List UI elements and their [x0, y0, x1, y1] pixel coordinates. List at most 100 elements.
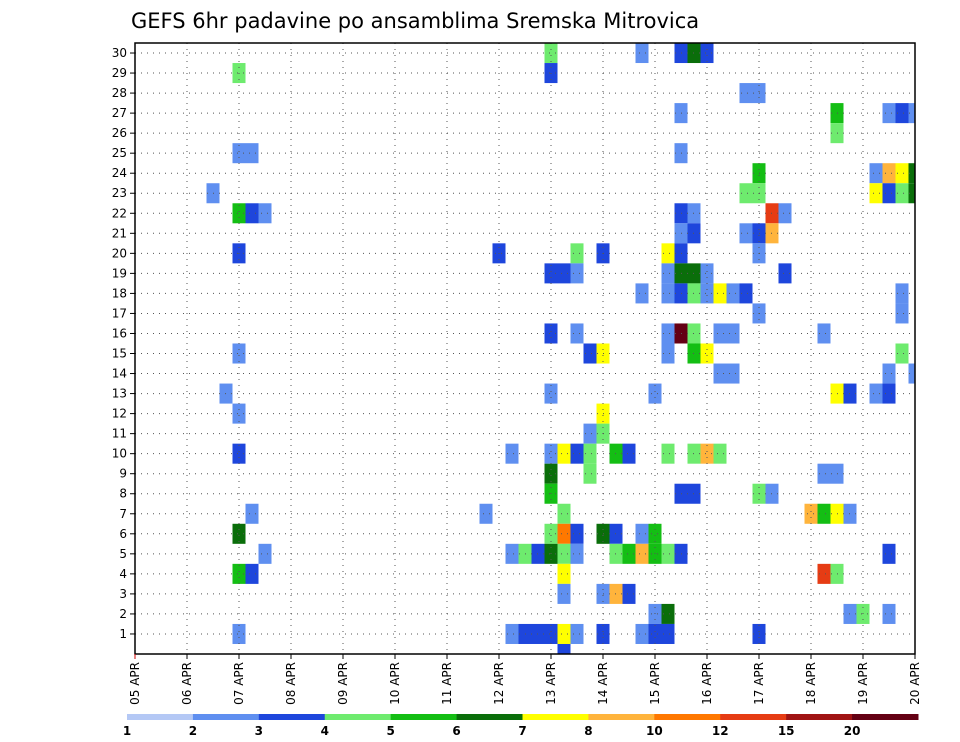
heatmap-cell	[700, 283, 714, 304]
heatmap-cell	[232, 563, 246, 584]
heatmap-cell	[895, 343, 909, 364]
heatmap-cell	[570, 543, 584, 564]
heatmap-cell	[739, 283, 753, 304]
heatmap-cell	[648, 523, 662, 544]
x-tick-label: 13 APR	[544, 662, 558, 705]
colorbar-swatch	[588, 714, 655, 720]
y-tick-label: 20	[112, 246, 127, 260]
y-tick-label: 9	[119, 467, 127, 481]
heatmap-cell	[557, 503, 571, 524]
x-tick-label: 20 APR	[908, 662, 922, 705]
heatmap-cell	[622, 543, 636, 564]
heatmap-cell	[570, 623, 584, 644]
heatmap-cell	[739, 183, 753, 204]
x-tick-label: 14 APR	[596, 662, 610, 705]
heatmap-cell	[895, 163, 909, 184]
y-tick-label: 15	[112, 347, 127, 361]
heatmap-cell	[700, 343, 714, 364]
y-tick-label: 21	[112, 226, 127, 240]
heatmap-cell	[635, 43, 649, 64]
heatmap-cell	[817, 323, 831, 344]
y-tick-label: 1	[119, 627, 127, 641]
heatmap-cell	[544, 623, 558, 644]
heatmap-cell	[557, 583, 571, 604]
heatmap-cell	[908, 163, 915, 184]
heatmap-cell	[583, 463, 597, 484]
x-tick-label: 17 APR	[752, 662, 766, 705]
heatmap-cell	[700, 263, 714, 284]
plot-frame	[134, 42, 916, 655]
heatmap-cell	[739, 223, 753, 244]
heatmap-cell	[882, 103, 896, 124]
y-tick-label: 27	[112, 106, 127, 120]
heatmap-cell	[245, 203, 259, 224]
x-tick-label: 06 APR	[180, 662, 194, 705]
colorbar-label: 1	[123, 724, 131, 738]
heatmap-cell	[882, 543, 896, 564]
heatmap-cell	[661, 543, 675, 564]
y-axis: 1234567891011121314151617181920212223242…	[112, 46, 135, 641]
heatmap-cell	[583, 443, 597, 464]
heatmap-cell	[895, 283, 909, 304]
x-tick-label: 16 APR	[700, 662, 714, 705]
heatmap-cell	[245, 143, 259, 164]
heatmap-cell	[479, 503, 493, 524]
heatmap-cells	[206, 43, 915, 654]
heatmap-cell	[882, 163, 896, 184]
colorbar-label: 4	[321, 724, 329, 738]
heatmap-cell	[622, 583, 636, 604]
heatmap-cell	[726, 283, 740, 304]
heatmap-cell	[232, 403, 246, 424]
x-tick-label: 08 APR	[284, 662, 298, 705]
heatmap-cell	[869, 383, 883, 404]
heatmap-cell	[544, 523, 558, 544]
heatmap-cell	[908, 103, 915, 124]
heatmap-cell	[232, 343, 246, 364]
colorbar-label: 15	[778, 724, 795, 738]
heatmap-cell	[583, 423, 597, 444]
heatmap-cell	[583, 343, 597, 364]
y-tick-label: 5	[119, 547, 127, 561]
colorbar-swatch	[258, 714, 326, 720]
x-tick-label: 09 APR	[336, 662, 350, 705]
colorbar-swatch	[324, 714, 392, 720]
heatmap-cell	[570, 443, 584, 464]
y-tick-label: 30	[112, 46, 127, 60]
heatmap-cell	[544, 263, 558, 284]
y-tick-label: 13	[112, 387, 127, 401]
heatmap-cell	[713, 443, 727, 464]
heatmap-cell	[570, 323, 584, 344]
heatmap-cell	[817, 563, 831, 584]
y-tick-label: 16	[112, 326, 127, 340]
heatmap-cell	[557, 443, 571, 464]
colorbar-label: 7	[518, 724, 526, 738]
heatmap-cell	[557, 563, 571, 584]
heatmap-cell	[622, 443, 636, 464]
y-tick-label: 4	[119, 567, 127, 581]
heatmap-cell	[648, 623, 662, 644]
heatmap-cell	[245, 503, 259, 524]
heatmap-cell	[817, 503, 831, 524]
heatmap-cell	[778, 263, 792, 284]
x-tick-label: 11 APR	[440, 662, 454, 705]
y-tick-label: 2	[119, 607, 127, 621]
x-axis: 05 APR 06 APR 07 APR 08 APR 09 APR 10 APR 11 A…	[128, 654, 922, 705]
y-tick-label: 26	[112, 126, 127, 140]
heatmap-cell	[882, 363, 896, 384]
heatmap-cell	[661, 623, 675, 644]
heatmap-cell	[557, 523, 571, 544]
colorbar-swatch	[852, 714, 919, 720]
colorbar-label: 12	[712, 724, 729, 738]
heatmap-cell	[544, 383, 558, 404]
heatmap-cell	[778, 203, 792, 224]
heatmap-cell	[544, 463, 558, 484]
heatmap-cell	[557, 543, 571, 564]
colorbar-label: 20	[844, 724, 861, 738]
x-tick-label: 18 APR	[804, 662, 818, 705]
heatmap-cell	[661, 323, 675, 344]
heatmap-cell	[739, 83, 753, 104]
colorbar-label: 10	[646, 724, 663, 738]
heatmap-cell	[895, 303, 909, 324]
heatmap-cell	[713, 363, 727, 384]
y-tick-label: 28	[112, 86, 127, 100]
